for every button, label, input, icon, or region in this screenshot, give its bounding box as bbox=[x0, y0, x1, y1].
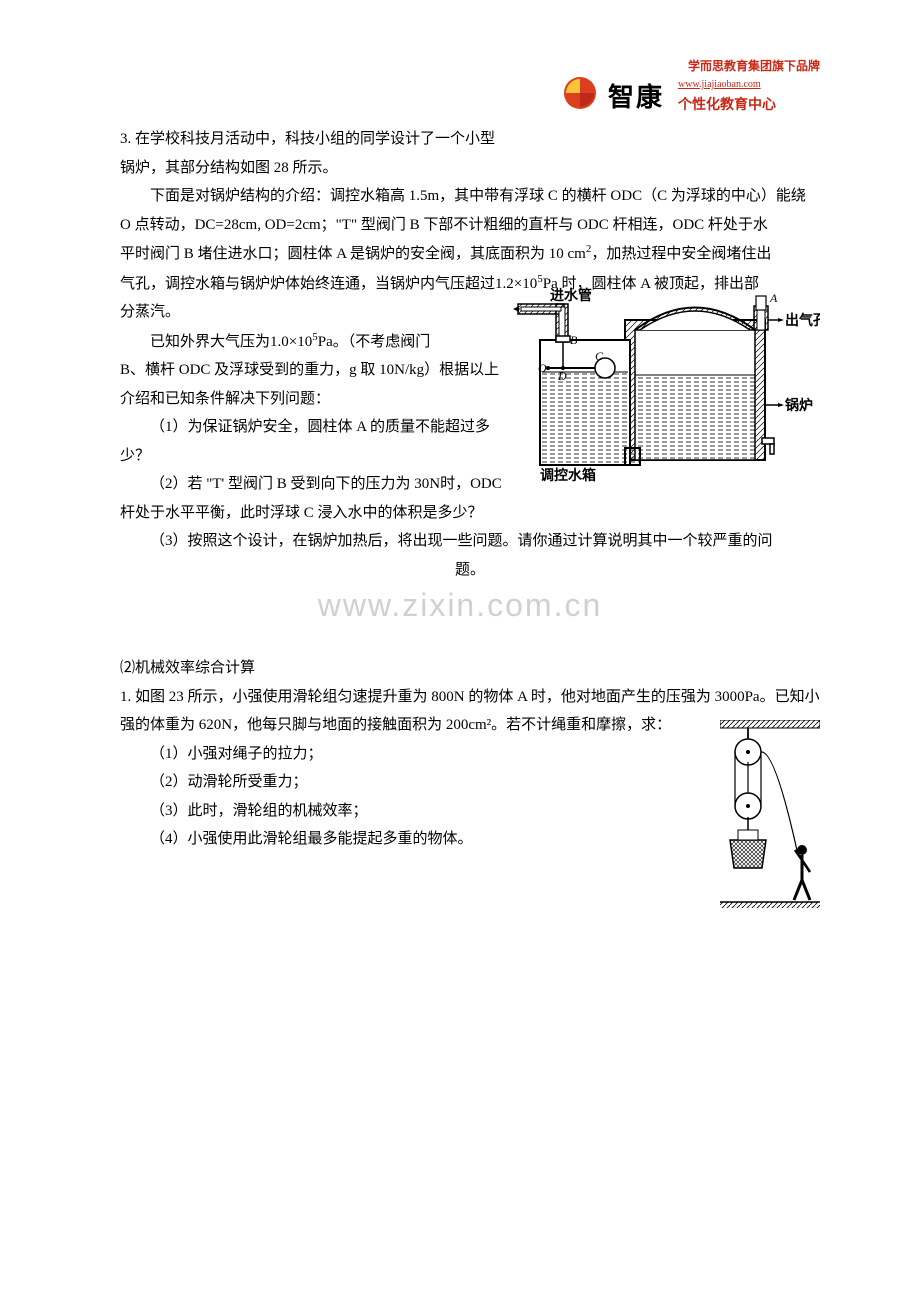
logo-subtitle: 个性化教育中心 bbox=[678, 91, 776, 118]
brand-logo: 学而思教育集团旗下品牌 智康 www.jiajiaoban.com 个性化教育中… bbox=[560, 55, 820, 115]
label-O: O bbox=[538, 361, 547, 375]
label-outlet: 出气孔 bbox=[785, 312, 820, 329]
boiler-diagram: 进水管 出气孔 锅炉 调控水箱 A B O D C bbox=[510, 280, 820, 500]
label-tank: 调控水箱 bbox=[540, 467, 596, 484]
label-inlet: 进水管 bbox=[550, 287, 592, 304]
label-A: A bbox=[769, 291, 778, 305]
section-heading: ⑵机械效率综合计算 bbox=[120, 660, 255, 676]
label-boiler: 锅炉 bbox=[785, 397, 813, 414]
logo-tagline: 学而思教育集团旗下品牌 bbox=[688, 55, 820, 78]
logo-mark-icon bbox=[560, 75, 600, 113]
pulley-diagram bbox=[720, 720, 820, 940]
label-D: D bbox=[557, 369, 567, 383]
label-B: B bbox=[570, 333, 578, 347]
logo-url: www.jiajiaoban.com bbox=[678, 79, 761, 91]
section-2: ⑵机械效率综合计算 1. 如图 23 所示，小强使用滑轮组匀速提升重为 800N… bbox=[120, 654, 820, 854]
logo-brand-text: 智康 bbox=[608, 73, 664, 122]
label-C: C bbox=[595, 349, 604, 363]
